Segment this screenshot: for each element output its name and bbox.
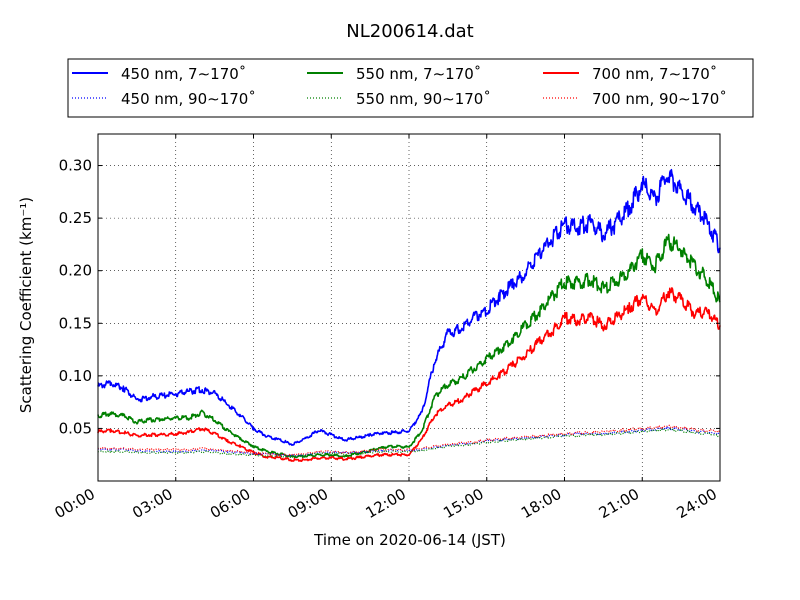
series-line: [97, 233, 721, 459]
chart-title: NL200614.dat: [346, 21, 473, 42]
series-line: [97, 428, 721, 459]
y-axis-label: Scattering Coefficient (km⁻¹): [17, 197, 35, 413]
y-tick-label: 0.05: [59, 419, 92, 437]
legend-label: 550 nm, 7∼170˚: [356, 65, 481, 83]
y-tick-label: 0.25: [59, 209, 92, 227]
x-axis-label: Time on 2020-06-14 (JST): [313, 531, 506, 549]
series-group: [97, 168, 721, 463]
series-line: [97, 426, 721, 457]
y-tick-label: 0.30: [59, 157, 92, 175]
y-tick-label: 0.10: [59, 367, 92, 385]
series-line: [97, 168, 721, 446]
legend-label: 450 nm, 90∼170˚: [121, 90, 256, 108]
y-tick-label: 0.20: [59, 262, 92, 280]
legend-label: 550 nm, 90∼170˚: [356, 90, 491, 108]
y-tick-label: 0.15: [59, 314, 92, 332]
legend-label: 700 nm, 90∼170˚: [592, 90, 727, 108]
legend-frame: [67, 58, 754, 118]
series-line: [97, 424, 721, 457]
legend-label: 450 nm, 7∼170˚: [121, 65, 246, 83]
legend: 450 nm, 7∼170˚ 550 nm, 7∼170˚ 700 nm, 7∼17…: [67, 58, 754, 118]
legend-label: 700 nm, 7∼170˚: [592, 65, 717, 83]
series-line: [97, 287, 721, 463]
